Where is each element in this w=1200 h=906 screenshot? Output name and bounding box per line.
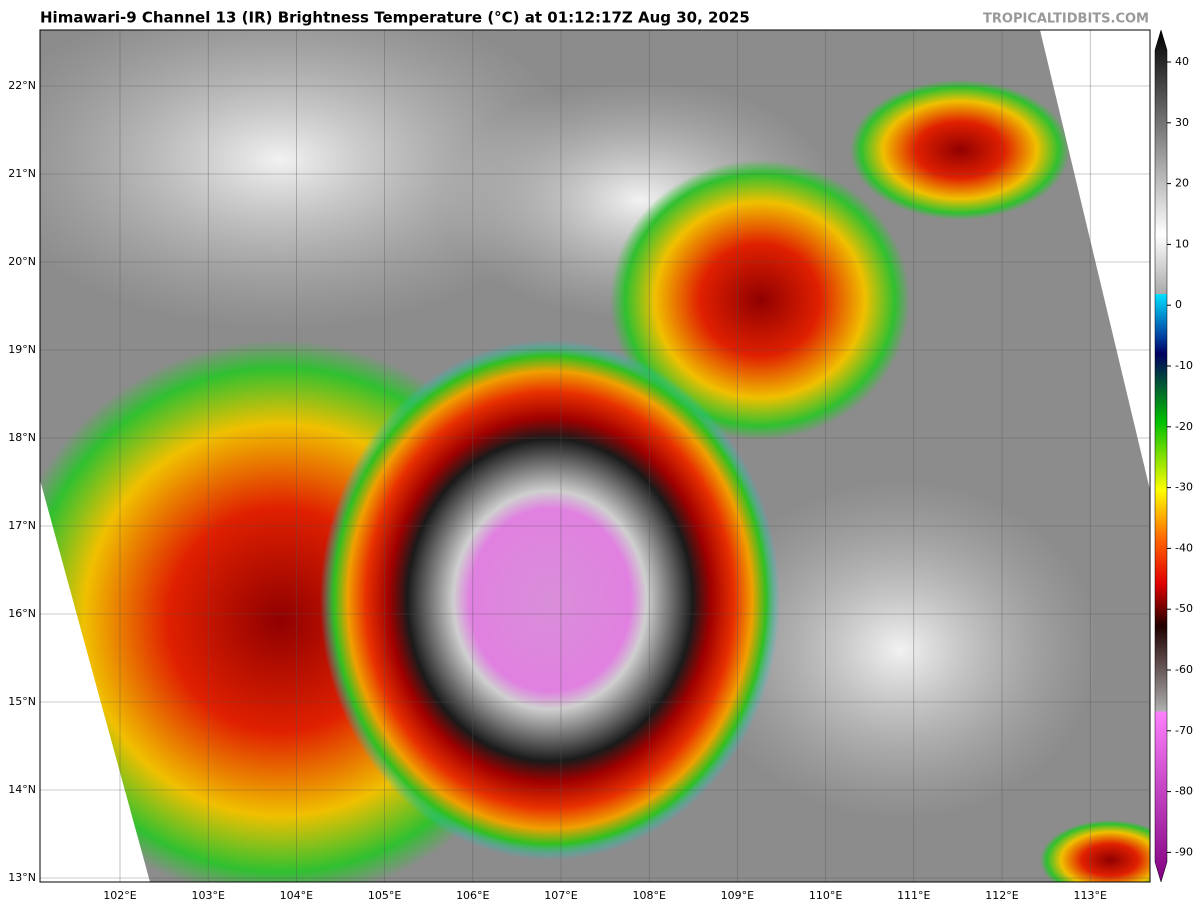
lon-label: 113°E <box>1073 889 1106 902</box>
colorbar-label: -50 <box>1175 602 1193 615</box>
lon-label: 102°E <box>103 889 136 902</box>
title: Himawari-9 Channel 13 (IR) Brightness Te… <box>40 9 750 27</box>
colorbar-label: 0 <box>1175 298 1182 311</box>
lat-label: 21°N <box>8 167 36 180</box>
colorbar-label: 20 <box>1175 177 1189 190</box>
lat-label: 13°N <box>8 871 36 884</box>
colorbar-label: -70 <box>1175 724 1193 737</box>
lat-label: 17°N <box>8 519 36 532</box>
lat-label: 20°N <box>8 255 36 268</box>
colorbar-label: -40 <box>1175 541 1193 554</box>
lon-label: 112°E <box>985 889 1018 902</box>
satellite-image <box>40 30 1150 882</box>
lat-label: 18°N <box>8 431 36 444</box>
graticule <box>40 30 1150 882</box>
lat-label: 16°N <box>8 607 36 620</box>
lat-label: 14°N <box>8 783 36 796</box>
colorbar-label: 30 <box>1175 116 1189 129</box>
colorbar-label: -20 <box>1175 420 1193 433</box>
lon-label: 103°E <box>191 889 224 902</box>
colorbar-label: -80 <box>1175 785 1193 798</box>
colorbar-label: -10 <box>1175 359 1193 372</box>
map-frame <box>39 29 1151 883</box>
lon-label: 107°E <box>544 889 577 902</box>
colorbar-label: -30 <box>1175 481 1193 494</box>
lat-label: 15°N <box>8 695 36 708</box>
colorbar <box>1154 29 1168 883</box>
lat-label: 22°N <box>8 79 36 92</box>
lon-label: 108°E <box>632 889 665 902</box>
lon-label: 106°E <box>456 889 489 902</box>
lon-label: 109°E <box>721 889 754 902</box>
colorbar-label: 40 <box>1175 55 1189 68</box>
lat-label: 19°N <box>8 343 36 356</box>
lon-label: 110°E <box>809 889 842 902</box>
lon-label: 105°E <box>368 889 401 902</box>
colorbar-label: -90 <box>1175 845 1193 858</box>
watermark: TROPICALTIDBITS.COM <box>983 12 1149 27</box>
lon-label: 104°E <box>280 889 313 902</box>
colorbar-label: 10 <box>1175 237 1189 250</box>
colorbar-label: -60 <box>1175 663 1193 676</box>
lon-label: 111°E <box>897 889 930 902</box>
